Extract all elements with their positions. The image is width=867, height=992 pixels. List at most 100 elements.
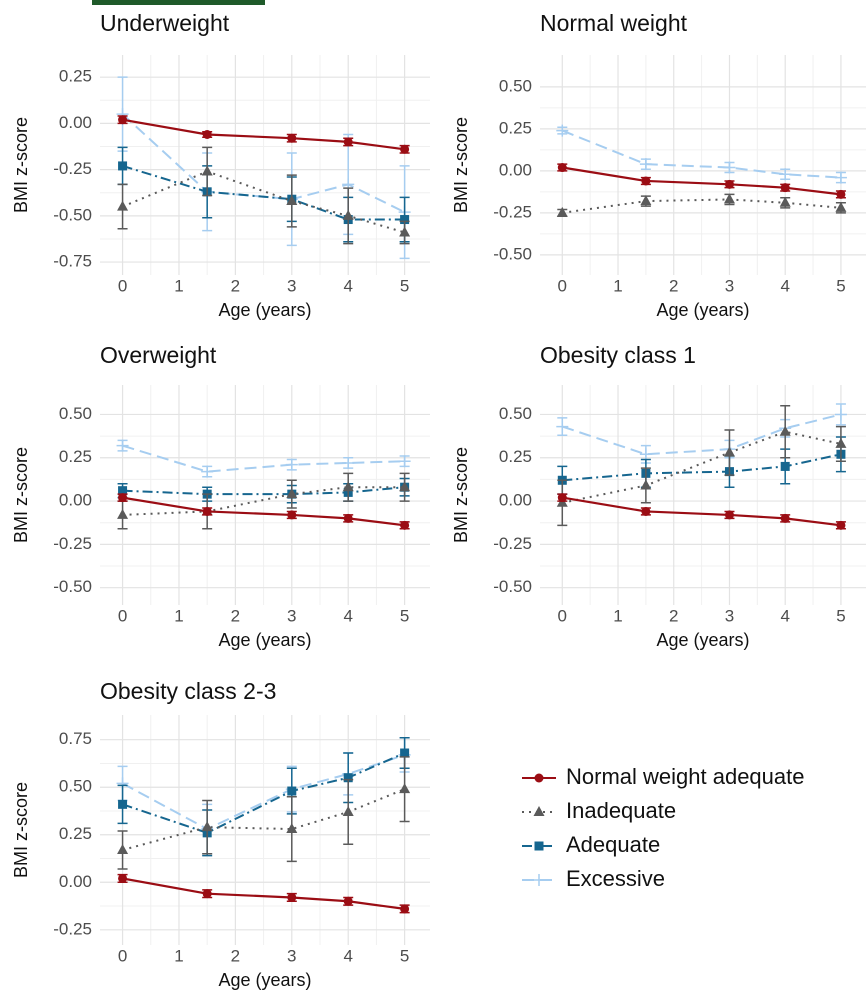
point: [399, 783, 410, 793]
y-tick-label: 0.75: [59, 729, 92, 748]
x-tick-label: 4: [780, 276, 789, 295]
x-tick-label: 4: [343, 606, 352, 625]
legend-marker: [535, 842, 544, 851]
figure: Underweight 0.25 0.00 -0.25 -0.50 -0.75 0 1 2 3 4 5…: [0, 0, 867, 992]
x-tick-label: 4: [343, 946, 352, 965]
y-tick-label: 0.25: [59, 447, 92, 466]
x-axis-label: Age (years): [218, 300, 311, 320]
x-tick-label: 3: [287, 276, 296, 295]
y-tick-label: -0.50: [53, 577, 92, 596]
x-tick-label: 2: [669, 606, 678, 625]
point: [202, 165, 213, 175]
point: [556, 125, 568, 137]
y-axis-label: BMI z-score: [11, 447, 31, 543]
point: [836, 190, 845, 199]
point: [725, 180, 734, 189]
point: [117, 844, 128, 854]
y-axis-label: BMI z-score: [11, 117, 31, 213]
point: [286, 459, 298, 471]
point: [781, 514, 790, 523]
point: [640, 158, 652, 170]
y-tick-label: -0.75: [53, 252, 92, 271]
x-tick-label: 1: [174, 946, 183, 965]
y-tick-label: 0.25: [59, 824, 92, 843]
point: [641, 507, 650, 516]
point: [400, 145, 409, 154]
point: [779, 168, 791, 180]
x-tick-label: 3: [725, 276, 734, 295]
x-tick-label: 0: [118, 276, 127, 295]
x-tick-label: 3: [725, 606, 734, 625]
y-tick-label: 0.00: [59, 491, 92, 510]
y-tick-label: 0.50: [59, 777, 92, 796]
legend-label: Excessive: [566, 866, 665, 891]
x-tick-label: 2: [231, 606, 240, 625]
point: [118, 493, 127, 502]
point: [118, 800, 127, 809]
x-axis-label: Age (years): [218, 630, 311, 650]
x-tick-label: 0: [118, 606, 127, 625]
x-tick-label: 1: [174, 606, 183, 625]
y-tick-label: 0.50: [499, 404, 532, 423]
point: [558, 493, 567, 502]
point: [342, 457, 354, 469]
point: [344, 897, 353, 906]
point: [835, 172, 847, 184]
point: [557, 207, 568, 217]
y-tick-label: 0.25: [499, 118, 532, 137]
x-tick-label: 1: [613, 276, 622, 295]
y-tick-label: -0.25: [53, 534, 92, 553]
point: [117, 440, 129, 452]
point: [344, 514, 353, 523]
x-tick-label: 0: [558, 606, 567, 625]
y-tick-label: -0.25: [493, 534, 532, 553]
x-tick-label: 1: [174, 276, 183, 295]
x-tick-label: 1: [613, 606, 622, 625]
y-tick-label: -0.50: [53, 205, 92, 224]
y-tick-label: -0.25: [53, 159, 92, 178]
x-tick-label: 5: [836, 276, 845, 295]
point: [835, 408, 847, 420]
y-tick-label: 0.00: [59, 113, 92, 132]
point: [118, 161, 127, 170]
x-axis-label: Age (years): [218, 970, 311, 990]
legend-marker: [533, 874, 545, 886]
y-tick-label: 0.00: [499, 160, 532, 179]
y-tick-label: 0.00: [499, 491, 532, 510]
point: [640, 479, 651, 489]
x-tick-label: 4: [780, 606, 789, 625]
y-axis-label: BMI z-score: [11, 782, 31, 878]
point: [287, 787, 296, 796]
y-tick-label: -0.25: [493, 202, 532, 221]
panel-title: Obesity class 1: [540, 342, 696, 368]
point: [117, 509, 128, 519]
x-tick-label: 5: [836, 606, 845, 625]
point: [203, 507, 212, 516]
y-axis-label: BMI z-score: [451, 117, 471, 213]
panel-title: Underweight: [100, 10, 230, 36]
legend-label: Adequate: [566, 832, 660, 857]
point: [836, 521, 845, 530]
y-axis-label: BMI z-score: [451, 447, 471, 543]
y-tick-label: 0.00: [59, 872, 92, 891]
x-tick-label: 2: [231, 276, 240, 295]
y-tick-label: 0.25: [499, 447, 532, 466]
x-axis-label: Age (years): [656, 630, 749, 650]
y-tick-label: 0.25: [59, 67, 92, 86]
x-tick-label: 2: [231, 946, 240, 965]
point: [399, 455, 411, 467]
point: [556, 421, 568, 433]
x-tick-label: 2: [669, 276, 678, 295]
legend-marker: [534, 806, 545, 816]
legend-label: Inadequate: [566, 798, 676, 823]
x-axis-label: Age (years): [656, 300, 749, 320]
image-fragment: [92, 0, 265, 5]
point: [641, 176, 650, 185]
point: [287, 134, 296, 143]
y-tick-label: -0.50: [493, 244, 532, 263]
x-tick-label: 0: [118, 946, 127, 965]
point: [724, 447, 735, 457]
point: [723, 162, 735, 174]
point: [640, 448, 652, 460]
x-tick-label: 0: [558, 276, 567, 295]
